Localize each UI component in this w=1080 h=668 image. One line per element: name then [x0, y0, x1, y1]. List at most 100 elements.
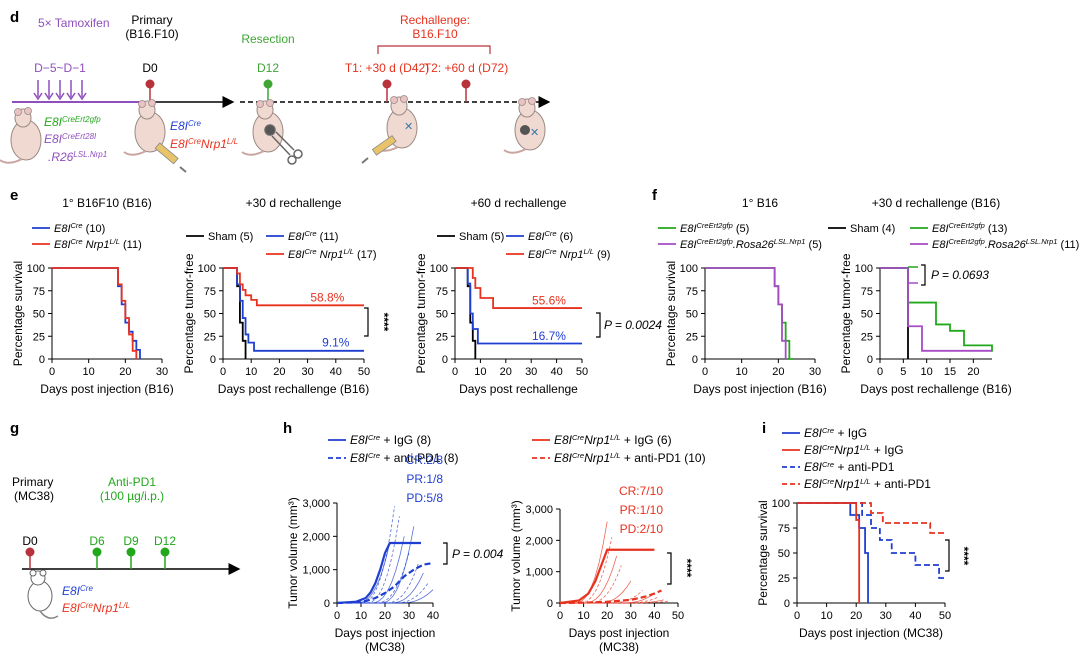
- x-tick-label-e2-1: 10: [245, 366, 257, 378]
- x-tick-label-e2-4: 40: [330, 366, 342, 378]
- y-tick-label-f1-0: 0: [692, 354, 698, 366]
- series-line-f1-0: [705, 267, 793, 360]
- y-tick-label-e3-1: 25: [436, 331, 448, 343]
- panel-letter-f: f: [652, 187, 658, 204]
- annotation-h1-2: PD:5/8: [406, 491, 443, 505]
- significance-e3: P = 0.0024: [596, 312, 662, 338]
- g-genotype-2: E8ICreNrp1L/L: [62, 601, 130, 616]
- x-tick-label-e2-5: 50: [358, 366, 370, 378]
- g-pin-d9: [126, 547, 136, 557]
- y-tick-label-h1-0: 0: [324, 598, 330, 610]
- y-tick-label-f1-4: 100: [680, 263, 698, 275]
- resection-label: Resection: [241, 32, 294, 46]
- chart-h-tumor-volume-cre: 0 10 20 30 40 0 1,000 2,000 3,000 Days post injec…: [286, 433, 458, 655]
- panel-letter-g: g: [10, 420, 19, 437]
- individual-trace-h1-4: [337, 526, 415, 604]
- y-tick-label-f1-1: 25: [686, 331, 698, 343]
- primary-mc38-label-2: (MC38): [14, 489, 54, 503]
- g-d0-label: D0: [22, 534, 38, 548]
- x-tick-label-f1-2: 20: [772, 366, 784, 378]
- x-tick-label-h2-0: 0: [557, 610, 563, 622]
- chart-title-f1: 1° B16: [742, 196, 778, 210]
- y-tick-label-h2-0: 0: [547, 598, 553, 610]
- y-tick-label-e1-4: 100: [27, 263, 45, 275]
- y-tick-label-h2-2: 2,000: [525, 535, 553, 547]
- legend-label-h2-0: E8ICreNrp1L/L + IgG (6): [554, 433, 672, 448]
- y-tick-label-i1-1: 25: [778, 573, 790, 585]
- legend-label-e3-1: E8ICre (6): [528, 229, 573, 244]
- x-tick-label-h2-2: 20: [601, 610, 613, 622]
- primary-b16-label-1: Primary: [131, 13, 172, 27]
- y-tick-label-e3-3: 75: [436, 286, 448, 298]
- axes-i1: [796, 503, 945, 604]
- rechallenge-label-1: Rechallenge:: [400, 13, 470, 27]
- x-tick-label-e2-3: 30: [301, 366, 313, 378]
- x-tick-label-i1-0: 0: [794, 610, 800, 622]
- genotype-label-4: E8ICre: [170, 119, 201, 134]
- significance-i1: ****: [945, 539, 971, 572]
- legend-label-f2-2: E8ICreErt2gfp.Rosa26LSL.Nrp1 (11): [932, 237, 1079, 252]
- bracket-e2: [364, 307, 369, 337]
- x-tick-label-f1-0: 0: [702, 366, 708, 378]
- y-tick-label-f2-2: 50: [861, 309, 873, 321]
- x-tick-label-h2-5: 50: [672, 610, 684, 622]
- legend-label-h2-1: E8ICreNrp1L/L + anti-PD1 (10): [554, 451, 706, 466]
- primary-b16-label-2: (B16.F10): [125, 27, 178, 41]
- g-d6-label: D6: [89, 534, 105, 548]
- y-axis-label-e1: Percentage survival: [11, 261, 25, 366]
- g-d9-label: D9: [123, 534, 139, 548]
- x-tick-label-i1-1: 10: [820, 610, 832, 622]
- y-tick-label-i1-4: 100: [772, 498, 790, 510]
- syringe-icon-2: [361, 135, 397, 164]
- bracket-h2: [667, 552, 672, 585]
- tumor-cross-icon-2: ✕: [530, 127, 539, 139]
- legend-label-i1-0: E8ICre + IgG: [804, 426, 867, 441]
- y-tick-label-i1-3: 75: [778, 523, 790, 535]
- y-tick-label-e3-0: 0: [442, 354, 448, 366]
- series-line-h2-0: [559, 548, 655, 605]
- mouse-illustration-1: [0, 106, 42, 164]
- mouse-icon-g: [27, 569, 59, 619]
- y-tick-label-e2-0: 0: [210, 354, 216, 366]
- x-tick-label-e3-5: 50: [576, 366, 588, 378]
- individual-trace-h2-0: [560, 521, 608, 604]
- individual-trace-h2-9: [560, 600, 669, 604]
- series-line-i1-0: [797, 502, 869, 603]
- x-axis-label-e3: Days post rechallenge: [459, 382, 578, 396]
- legend-label-e2-0: Sham (5): [208, 231, 253, 243]
- rechallenge-label-2: B16.F10: [412, 27, 458, 41]
- y-tick-label-f1-2: 50: [686, 309, 698, 321]
- genotype-label-1: E8ICreErt2gfp: [44, 115, 101, 130]
- y-axis-label-h1: Tumor volume (mm³): [286, 497, 300, 609]
- stars-e2: ****: [377, 313, 391, 332]
- x-axis-label-h1: Days post injection (MC38): [335, 626, 436, 654]
- x-tick-label-h2-1: 10: [577, 610, 589, 622]
- legend-label-f2-0: Sham (4): [850, 223, 895, 235]
- chart-title-e3: +60 d rechallenge: [471, 196, 567, 210]
- panel-letter-h: h: [283, 420, 292, 437]
- pval-f2: P = 0.0693: [931, 268, 989, 282]
- individual-trace-h1-8: [337, 589, 434, 604]
- chart-f-30d-rechallenge: +30 d rechallenge (B16) 0 5 10 15 20 0 25 50 75 10…: [828, 196, 1079, 396]
- y-tick-label-f2-3: 75: [861, 286, 873, 298]
- x-tick-label-e1-0: 0: [49, 366, 55, 378]
- x-axis-label-e2: Days post rechallenge (B16): [218, 382, 369, 396]
- x-tick-label-h1-0: 0: [334, 610, 340, 622]
- panel-d: d 5× Tamoxifen Primary (B16.F10) Resecti…: [0, 9, 551, 173]
- bracket-e3: [596, 312, 601, 338]
- x-axis-label-e1: Days post injection (B16): [40, 382, 173, 396]
- individual-trace-h2-7: [560, 596, 660, 604]
- stars-i1: ****: [957, 547, 971, 566]
- t2-label: T2: +60 d (D72): [424, 61, 508, 75]
- g-genotype-1: E8ICre: [62, 584, 93, 599]
- annotation-h1-0: CR:2/8: [406, 453, 444, 467]
- x-tick-label-e3-1: 10: [474, 366, 486, 378]
- x-tick-label-e2-0: 0: [220, 366, 226, 378]
- pin-d0: [145, 79, 155, 89]
- x-tick-label-f1-3: 30: [809, 366, 821, 378]
- x-tick-label-e3-4: 40: [550, 366, 562, 378]
- bracket-f2: [921, 264, 926, 286]
- series-line-e3-2: [455, 267, 582, 309]
- y-tick-label-h2-3: 3,000: [525, 504, 553, 516]
- y-tick-label-e1-2: 50: [33, 309, 45, 321]
